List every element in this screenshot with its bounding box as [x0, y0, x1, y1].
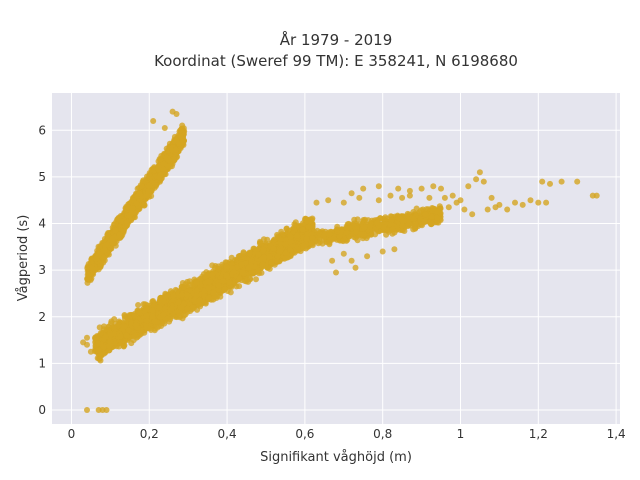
plot-area — [52, 93, 620, 424]
data-point — [146, 173, 153, 179]
data-point — [89, 265, 96, 272]
data-point — [136, 190, 143, 197]
data-point — [124, 222, 131, 229]
data-point — [155, 163, 162, 170]
data-point — [129, 205, 136, 211]
data-point — [133, 200, 140, 207]
data-point — [179, 122, 186, 129]
data-point — [104, 232, 111, 239]
data-point — [135, 302, 142, 308]
data-point — [109, 236, 116, 242]
data-point — [179, 138, 186, 145]
data-point — [283, 225, 290, 232]
data-point — [173, 146, 179, 153]
data-point — [128, 217, 135, 224]
data-point — [88, 255, 95, 262]
data-point — [84, 271, 91, 278]
data-point — [266, 265, 273, 272]
data-point — [167, 163, 173, 170]
data-point — [120, 227, 127, 234]
data-point — [227, 289, 234, 296]
data-point — [177, 133, 184, 140]
data-point — [93, 255, 100, 262]
data-point — [177, 145, 184, 152]
data-point — [160, 165, 166, 172]
data-point — [157, 171, 164, 178]
data-point — [240, 250, 247, 257]
data-point — [228, 254, 235, 261]
chart-title-line-2: Koordinat (Sweref 99 TM): E 358241, N 61… — [154, 52, 518, 70]
data-point — [163, 154, 170, 161]
data-point — [111, 316, 118, 323]
chart-title-line-1: År 1979 - 2019 — [280, 30, 393, 49]
data-point — [101, 246, 108, 253]
data-point — [128, 210, 135, 217]
data-points — [80, 108, 600, 413]
data-point — [246, 250, 253, 257]
data-point — [116, 231, 123, 238]
data-point — [170, 156, 177, 162]
data-point — [247, 276, 254, 283]
data-point — [97, 330, 104, 337]
data-point — [144, 192, 151, 199]
data-point — [138, 183, 145, 190]
data-point — [253, 276, 259, 283]
data-point — [157, 156, 164, 163]
data-point — [146, 182, 153, 189]
data-point — [112, 227, 119, 234]
